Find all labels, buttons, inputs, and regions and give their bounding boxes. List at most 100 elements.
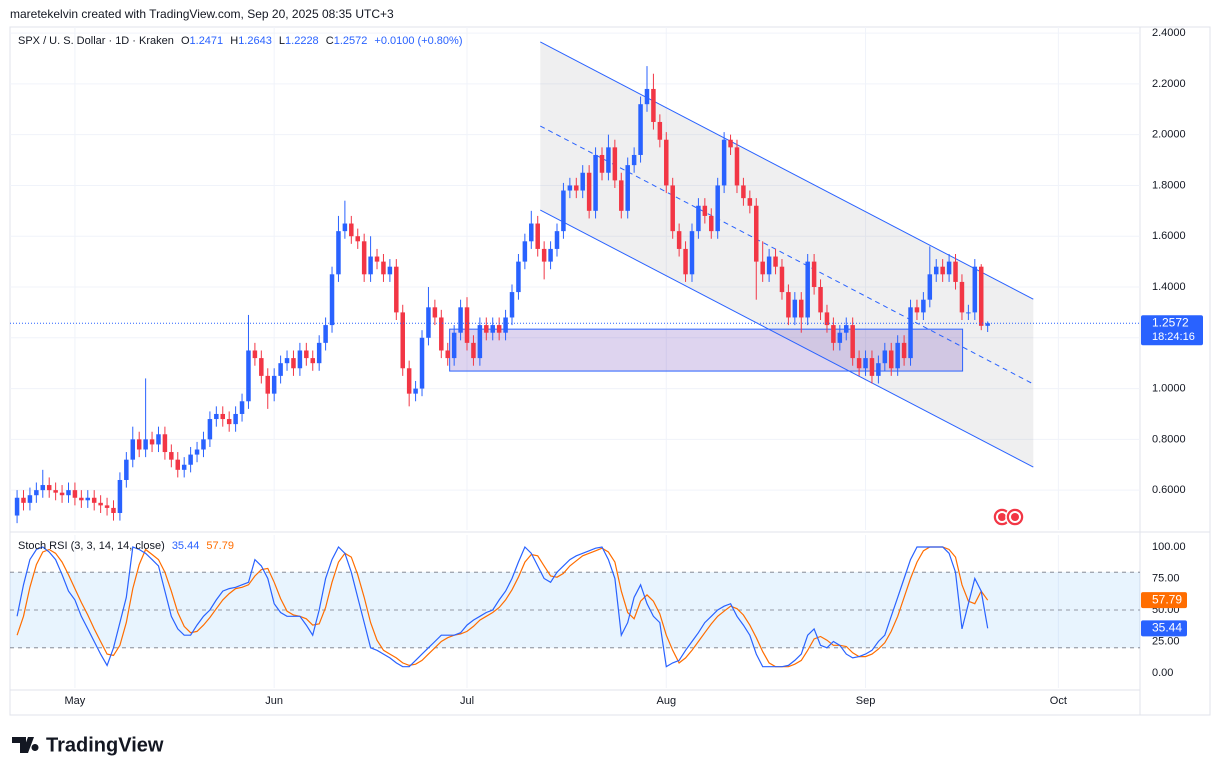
stoch-line [16, 546, 989, 668]
candle-body [895, 342, 900, 369]
y-tick-label: 1.4000 [1152, 281, 1186, 293]
candle-body [496, 325, 502, 333]
candle-body [882, 350, 888, 364]
candle-body [644, 88, 650, 105]
candle-body [413, 388, 418, 394]
candle-body [143, 439, 148, 450]
candle-body [439, 317, 444, 351]
h-value: 1.2643 [238, 35, 272, 47]
frame [9, 26, 1211, 716]
candle-body [953, 261, 958, 282]
channel-middle [540, 125, 1034, 385]
candle-body [586, 172, 592, 211]
y-tick-label: 0.00 [1152, 667, 1173, 679]
candle-body [194, 449, 200, 455]
candle-body [741, 185, 746, 199]
candle-body [869, 358, 875, 376]
candle-body [400, 312, 405, 369]
candle-body [863, 358, 868, 369]
candle-body [921, 299, 926, 313]
candle-body [985, 323, 990, 326]
y-tick-label: 25.00 [1152, 635, 1180, 647]
candle-body [111, 507, 116, 513]
candle-body [831, 325, 836, 343]
candle-body [837, 332, 843, 343]
candle-body [516, 261, 521, 293]
change: +0.0100 (+0.80%) [374, 35, 462, 47]
candle-body [169, 452, 174, 460]
y-tick-label: 75.00 [1152, 572, 1180, 584]
candle-body [844, 325, 849, 333]
candle-body [349, 223, 354, 237]
candle-body [484, 325, 489, 333]
h-label: H [230, 35, 238, 47]
candle-body [445, 350, 450, 359]
candle-body [304, 350, 309, 359]
candle-body [361, 241, 367, 275]
candle-body [214, 413, 219, 420]
candle-body [381, 261, 386, 275]
candle-body [85, 497, 91, 501]
candle-body [387, 266, 393, 275]
plot-layer: May Jun Jul Aug Sep Oct 2.4000 2.2000 2.0000 1.80… [10, 27, 1203, 707]
candle-body [136, 439, 142, 450]
candle-body [529, 223, 534, 242]
y-tick-label: 1.0000 [1152, 382, 1186, 394]
y-tick-label: 0.8000 [1152, 433, 1186, 445]
legend: SPX / U. S. Dollar · 1D · Kraken O1.2471… [18, 35, 463, 47]
candle-body [458, 307, 463, 333]
candle-body [124, 459, 129, 480]
candle-body [702, 205, 708, 216]
candle-body [432, 307, 438, 318]
candle-body [21, 497, 26, 503]
candle-body [91, 497, 97, 503]
candle-body [766, 256, 772, 275]
channel-lower [540, 209, 1034, 468]
candle-body [599, 154, 605, 173]
credit: maretekelvin created with TradingView.co… [10, 7, 394, 21]
channel-upper [540, 41, 1034, 300]
candle-body [310, 358, 315, 364]
candle-body [651, 88, 656, 122]
candle-body [14, 497, 20, 516]
candle-body [336, 231, 341, 275]
d-value: 57.79 [206, 540, 234, 552]
candle-body [149, 439, 155, 445]
c-label: C [326, 35, 334, 47]
x-tick-label: Jun [265, 695, 283, 707]
candle-body [959, 281, 965, 313]
value-tag [1141, 620, 1187, 637]
candle-body [940, 266, 945, 275]
candle-body [548, 248, 553, 262]
candle-body [811, 261, 817, 288]
candle-body [638, 104, 643, 155]
candle-body [664, 139, 669, 186]
candle-body [683, 248, 688, 275]
x-tick-label: Aug [656, 695, 676, 707]
symbol: SPX / U. S. Dollar · 1D · Kraken [18, 35, 174, 47]
stoch-line [16, 545, 989, 668]
candle-body [226, 419, 232, 425]
candle-body [329, 274, 335, 326]
candle-body [709, 215, 714, 232]
candle-body [104, 505, 110, 508]
candle-body [265, 375, 271, 394]
candle-body [503, 317, 508, 333]
x-tick-label: Oct [1050, 695, 1067, 707]
candle-body [220, 413, 226, 420]
candle-body [451, 332, 457, 359]
candle-body [53, 490, 58, 493]
candle-body [554, 231, 560, 249]
candle-body [278, 363, 283, 376]
y-tick-label: 2.4000 [1152, 27, 1186, 39]
event-flags [992, 507, 1025, 527]
brand-logo: TradingView [12, 734, 164, 756]
candle-body [876, 363, 881, 376]
candle-body [233, 413, 238, 425]
candle-body [908, 307, 913, 359]
value-tag [1141, 592, 1187, 609]
candle-body [966, 312, 971, 314]
candle-body [117, 479, 123, 513]
candle-body [207, 419, 213, 440]
